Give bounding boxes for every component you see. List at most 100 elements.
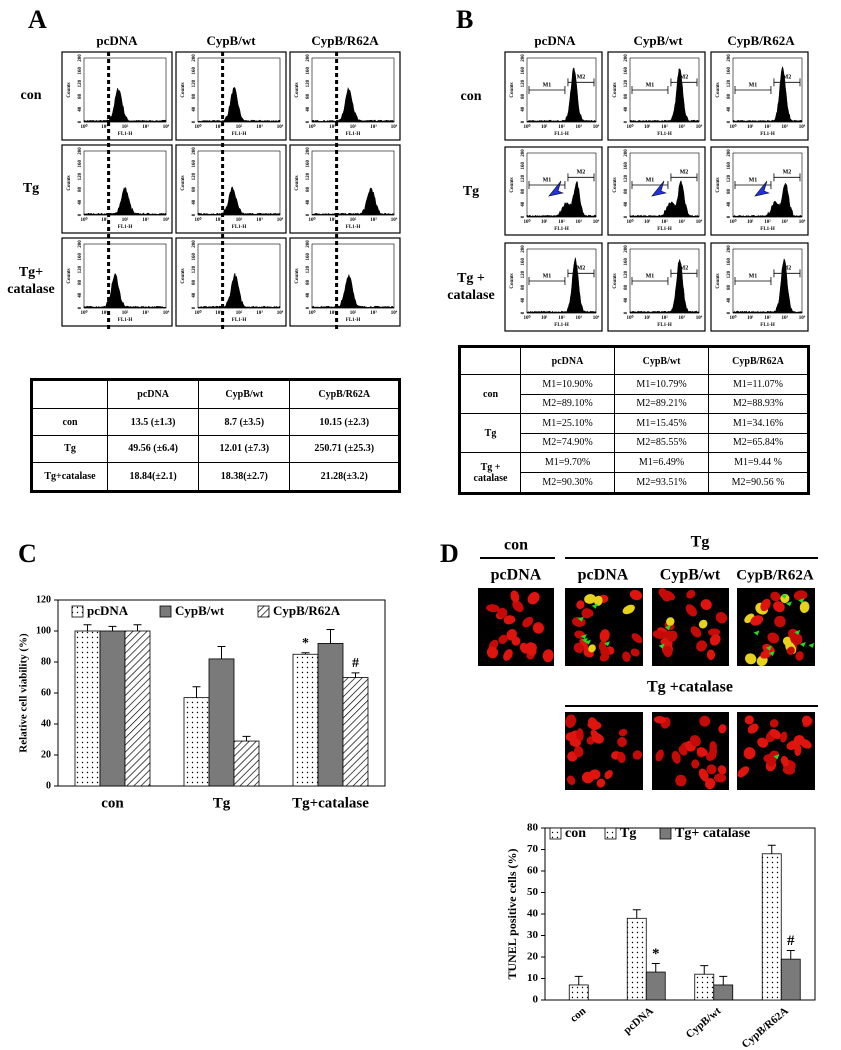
x-tick-label: 10¹ [747,219,754,225]
gate-label: M1 [749,177,758,183]
cell: M1=9.44 % [708,452,809,473]
y-tick-label: 0 [521,120,526,123]
gate-label: M1 [543,177,552,183]
nucleus [780,755,789,767]
x-tick-label: 10³ [782,315,789,321]
y-axis-label: Counts [716,273,721,288]
y-tick-label: 80 [527,822,539,834]
error-bar [574,975,583,985]
y-tick-label: 160 [624,67,629,75]
error-bar [786,950,795,960]
gate-label: M2 [577,170,586,176]
table-row: M2=90.30% M2=93.51% M2=90.56 % [460,471,809,495]
x-tick-label: 10³ [370,310,377,316]
y-tick-label: 160 [306,160,311,168]
nucleus [576,728,584,742]
x-axis-label: FL1-H [346,132,361,137]
y-tick-label: 200 [192,147,197,155]
x-tick-label: 10¹ [215,124,222,130]
y-tick-label: 0 [533,994,539,1006]
y-tick-label: 0 [192,213,197,216]
y-tick-label: 80 [624,188,629,194]
y-tick-label: 60 [527,865,539,877]
y-tick-label: 200 [306,240,311,248]
nucleus [497,607,508,618]
y-tick-label: 160 [521,162,526,170]
column-header: pcDNA [578,567,629,584]
y-tick-label: 80 [306,93,311,99]
nucleus [498,634,508,645]
nucleus [576,600,585,610]
x-tick-label: 10² [764,219,771,225]
nucleus [587,720,602,730]
nucleus [654,716,667,724]
x-tick-label: 10⁰ [523,219,530,225]
arrowhead [798,598,805,604]
legend-swatch [71,605,84,618]
y-tick-label: 80 [521,93,526,99]
cell: M1=9.70% [519,452,616,473]
nucleus [486,604,500,613]
arrowhead [548,180,564,197]
y-tick-label: 200 [624,54,629,62]
y-tick-label: 160 [727,162,732,170]
y-axis-label: Counts [716,82,721,97]
nucleus [737,766,750,778]
y-tick-label: 120 [521,174,526,182]
nucleus [715,612,728,624]
y-tick-label: 120 [727,174,732,182]
nucleus [689,735,701,747]
subheading: Tg +catalase [647,679,733,696]
nucleus [698,768,709,782]
cell: M2=90.56 % [708,471,809,495]
x-tick-label: 10² [661,219,668,225]
x-tick-label: Tg+catalase [292,795,369,811]
x-tick-label: 10¹ [329,217,336,223]
histogram [629,180,700,218]
y-tick-label: 40 [624,297,629,303]
gate-label: M1 [646,82,655,88]
cell: 8.7 (±3.5) [198,408,291,436]
x-axis-label: FL1-H [657,132,672,137]
histogram [732,65,803,123]
nucleus [573,745,584,758]
nucleus [774,615,786,628]
y-tick-label: 40 [727,297,732,303]
x-tick-label: 10⁰ [523,124,530,130]
cell [459,346,521,375]
nucleus [709,741,717,752]
x-tick-label: 10⁰ [308,217,315,223]
histogram [732,182,803,218]
x-tick-label: 10³ [679,315,686,321]
y-tick-label: 80 [78,279,83,285]
x-tick-label: 10² [236,124,243,130]
y-tick-label: 120 [306,79,311,87]
error-bar [651,962,660,973]
y-tick-label: 40 [192,106,197,112]
arrowhead [664,625,671,631]
panel-label: C [18,539,37,568]
error-bar [767,844,776,854]
y-tick-label: 40 [624,201,629,207]
x-tick-label: 10⁴ [391,124,398,130]
x-tick-label: 10² [558,219,565,225]
y-tick-label: 0 [306,120,311,123]
y-tick-label: 200 [78,147,83,155]
histogram [526,257,597,314]
histogram-frame [504,51,603,141]
y-tick-label: 120 [624,79,629,87]
nucleus [527,592,540,605]
x-tick-label: 10² [558,124,565,130]
arrowhead [780,593,787,599]
y-tick-label: 40 [306,292,311,298]
panel-label: B [456,5,473,34]
y-tick-label: 30 [527,929,539,941]
y-tick-label: 200 [78,240,83,248]
y-tick-label: 40 [521,106,526,112]
annotation: * [652,946,660,962]
y-tick-label: 120 [624,270,629,278]
y-tick-label: 40 [41,718,51,729]
nucleus [581,608,592,619]
y-axis-label: Counts [181,268,186,283]
y-tick-label: 20 [41,749,51,760]
